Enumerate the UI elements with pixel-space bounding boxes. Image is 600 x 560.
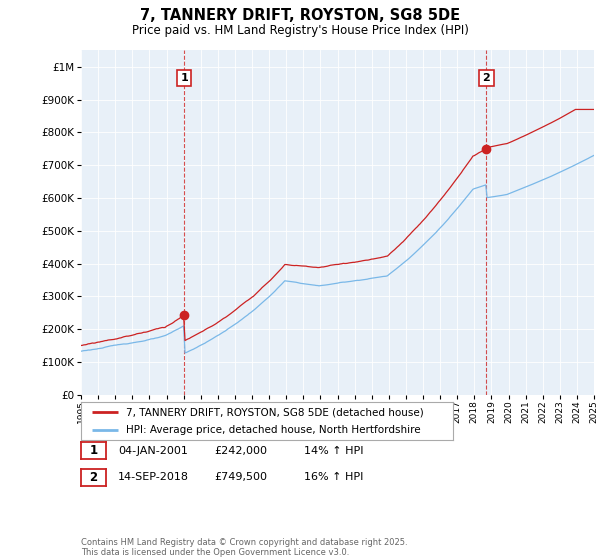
- Text: 1: 1: [181, 73, 188, 83]
- Text: 2: 2: [482, 73, 490, 83]
- Text: Price paid vs. HM Land Registry's House Price Index (HPI): Price paid vs. HM Land Registry's House …: [131, 24, 469, 36]
- Text: 14-SEP-2018: 14-SEP-2018: [118, 472, 189, 482]
- Text: 7, TANNERY DRIFT, ROYSTON, SG8 5DE (detached house): 7, TANNERY DRIFT, ROYSTON, SG8 5DE (deta…: [125, 407, 424, 417]
- Text: 04-JAN-2001: 04-JAN-2001: [118, 446, 188, 456]
- Text: 14% ↑ HPI: 14% ↑ HPI: [304, 446, 364, 456]
- Text: 1: 1: [89, 444, 98, 458]
- Text: 16% ↑ HPI: 16% ↑ HPI: [304, 472, 364, 482]
- Text: £749,500: £749,500: [214, 472, 267, 482]
- Text: 7, TANNERY DRIFT, ROYSTON, SG8 5DE: 7, TANNERY DRIFT, ROYSTON, SG8 5DE: [140, 8, 460, 24]
- Text: Contains HM Land Registry data © Crown copyright and database right 2025.
This d: Contains HM Land Registry data © Crown c…: [81, 538, 407, 557]
- Text: 2: 2: [89, 470, 98, 484]
- Text: £242,000: £242,000: [214, 446, 267, 456]
- Text: HPI: Average price, detached house, North Hertfordshire: HPI: Average price, detached house, Nort…: [125, 425, 420, 435]
